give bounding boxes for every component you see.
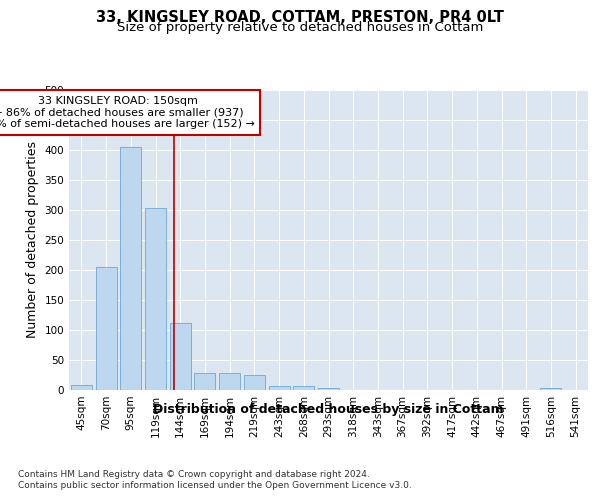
Bar	[219, 373, 240, 390]
Bar	[541, 388, 562, 390]
Bar	[120, 147, 141, 390]
Bar	[71, 385, 92, 390]
Bar	[95, 267, 116, 390]
Text: Contains public sector information licensed under the Open Government Licence v3: Contains public sector information licen…	[18, 481, 412, 490]
Text: Distribution of detached houses by size in Cottam: Distribution of detached houses by size …	[154, 402, 504, 415]
Text: Size of property relative to detached houses in Cottam: Size of property relative to detached ho…	[117, 22, 483, 35]
Bar	[269, 386, 290, 390]
Bar	[145, 208, 166, 390]
Text: 33, KINGSLEY ROAD, COTTAM, PRESTON, PR4 0LT: 33, KINGSLEY ROAD, COTTAM, PRESTON, PR4 …	[96, 10, 504, 25]
Bar	[194, 372, 215, 390]
Text: Contains HM Land Registry data © Crown copyright and database right 2024.: Contains HM Land Registry data © Crown c…	[18, 470, 370, 479]
Bar	[293, 386, 314, 390]
Bar	[244, 375, 265, 390]
Y-axis label: Number of detached properties: Number of detached properties	[26, 142, 39, 338]
Bar	[170, 323, 191, 390]
Bar	[318, 388, 339, 390]
Text: 33 KINGSLEY ROAD: 150sqm
← 86% of detached houses are smaller (937)
14% of semi-: 33 KINGSLEY ROAD: 150sqm ← 86% of detach…	[0, 96, 255, 129]
